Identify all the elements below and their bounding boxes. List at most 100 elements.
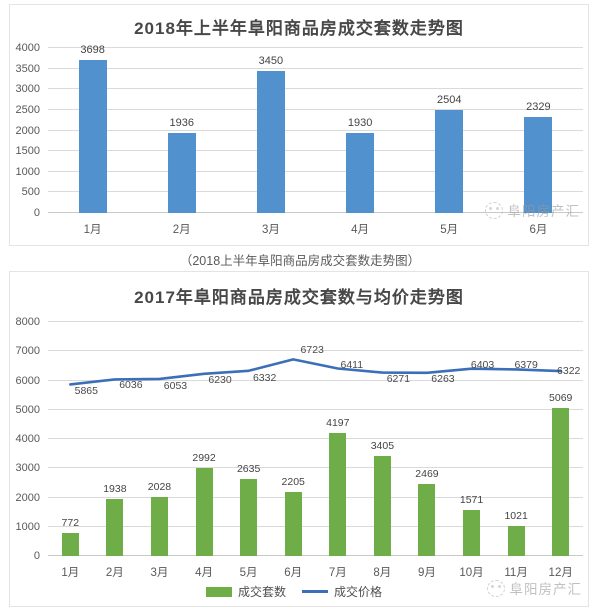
x-tick-label: 1月 (61, 567, 80, 579)
line-point-label: 6403 (470, 358, 495, 371)
y-tick-label: 5000 (15, 403, 40, 416)
bar-value-label: 1571 (459, 494, 484, 507)
x-tick-label: 5月 (440, 224, 459, 236)
y-tick-label: 3000 (15, 83, 40, 96)
y-tick-label: 2000 (15, 491, 40, 504)
bar-value-label: 2992 (192, 452, 216, 465)
gridline (48, 408, 583, 410)
watermark-logo-icon (486, 579, 505, 597)
line-point-label: 5865 (74, 385, 98, 398)
y-tick-label: 8000 (15, 316, 40, 328)
x-tick-label: 3月 (261, 224, 280, 236)
x-tick-label: 2月 (105, 567, 124, 579)
line-point-label: 6036 (119, 379, 143, 392)
y-tick-label: 2500 (15, 103, 40, 116)
x-axis: 1月 2月 3月 4月 5月 6月 7月 8月 9月 10月 11月 12月 (48, 560, 583, 579)
line-point-label: 6379 (514, 359, 538, 372)
bar-value-label: 2028 (147, 480, 172, 493)
bar (106, 499, 124, 556)
bar (507, 526, 525, 556)
bar (418, 483, 436, 556)
gridline (48, 170, 583, 172)
chart-caption: （2018上半年阜阳商品房成交套数走势图） (179, 254, 421, 268)
bar-value-label: 1938 (103, 483, 127, 496)
gridline (48, 350, 583, 352)
bar-value-label: 1936 (169, 117, 194, 130)
x-tick-label: 6月 (284, 567, 303, 579)
gridline (48, 321, 583, 322)
y-tick-label: 6000 (15, 374, 40, 387)
line-point-label: 6271 (386, 372, 411, 385)
bar-value-label: 3698 (80, 44, 105, 57)
legend-line-swatch (302, 590, 328, 593)
price-line (68, 358, 563, 386)
bar (284, 491, 302, 556)
legend-bar-swatch (205, 586, 232, 597)
gridline (48, 438, 583, 439)
y-axis: 0 500 1000 1500 2000 2500 3000 3500 4000 (10, 42, 43, 219)
gridline (48, 150, 583, 152)
line-point-label: 6332 (252, 371, 277, 384)
line-point-label: 6723 (300, 344, 324, 357)
y-tick-label: 500 (21, 186, 40, 199)
bar (78, 60, 107, 213)
y-tick-label: 3500 (15, 62, 40, 75)
x-tick-label: 4月 (195, 567, 213, 579)
bar-value-label: 5069 (549, 391, 573, 404)
x-tick-label: 11月 (504, 567, 528, 579)
chart-2017-card: 2017年阜阳商品房成交套数与均价走势图 0 1000 2000 3000 4000 50… (9, 271, 589, 607)
x-tick-label: 10月 (459, 567, 484, 579)
watermark-text: 阜阳房产汇 (507, 204, 580, 219)
plot-area: 3698 1936 3450 1930 2504 2329 (48, 44, 583, 213)
chart-2018-card: 2018年上半年阜阳商品房成交套数走势图 0 500 1000 1500 2000 250… (9, 4, 589, 246)
gridline (48, 496, 583, 498)
x-tick-label: 12月 (548, 567, 573, 579)
gridline (48, 129, 583, 131)
bar (61, 533, 79, 556)
bar-value-label: 2504 (437, 93, 462, 106)
gridline (48, 108, 583, 110)
watermark: 阜阳房产汇 (486, 578, 583, 598)
bar (240, 478, 258, 556)
bar (195, 468, 213, 556)
bar-value-label: 4197 (326, 417, 350, 430)
line-point-label: 6230 (208, 373, 232, 386)
bar-value-label: 2635 (236, 462, 261, 475)
y-tick-label: 4000 (15, 433, 40, 445)
legend-label-price: 成交价格 (334, 585, 383, 599)
bar (524, 116, 553, 213)
bar-value-label: 3450 (258, 54, 284, 67)
y-tick-label: 1000 (15, 165, 40, 178)
gridline (48, 47, 583, 48)
x-tick-label: 7月 (328, 567, 347, 579)
y-tick-label: 1000 (15, 520, 40, 533)
bar-value-label: 1930 (347, 117, 373, 130)
y-axis: 0 1000 2000 3000 4000 5000 6000 7000 8000 (10, 316, 43, 562)
bar (435, 109, 464, 213)
y-tick-label: 2000 (15, 124, 40, 137)
gridline (48, 191, 583, 193)
plot-area: 772 1938 2028 2992 2635 2205 4197 3405 2469 1571 1… (48, 321, 583, 556)
x-tick-label: 8月 (373, 567, 392, 579)
watermark-text: 阜阳房产汇 (509, 582, 582, 597)
bar-value-label: 1021 (504, 510, 528, 523)
bar (373, 456, 391, 556)
x-tick-label: 4月 (351, 224, 370, 236)
x-axis: 1月 2月 3月 4月 5月 6月 (48, 217, 583, 236)
line-point-label: 6053 (163, 379, 188, 392)
y-tick-label: 0 (33, 207, 40, 219)
y-tick-label: 1500 (15, 145, 40, 158)
bar (463, 510, 481, 556)
y-tick-label: 0 (33, 550, 40, 562)
bar (329, 433, 347, 556)
x-tick-label: 1月 (83, 224, 102, 236)
watermark-logo-icon (484, 201, 503, 219)
chart-legend: 成交套数 成交价格 (10, 583, 588, 600)
gridline (48, 212, 583, 213)
line-point-label: 6411 (340, 359, 364, 372)
y-tick-label: 7000 (15, 345, 40, 358)
bar-value-label: 2205 (281, 475, 305, 488)
x-tick-label: 3月 (150, 567, 169, 579)
x-tick-label: 5月 (239, 567, 258, 579)
